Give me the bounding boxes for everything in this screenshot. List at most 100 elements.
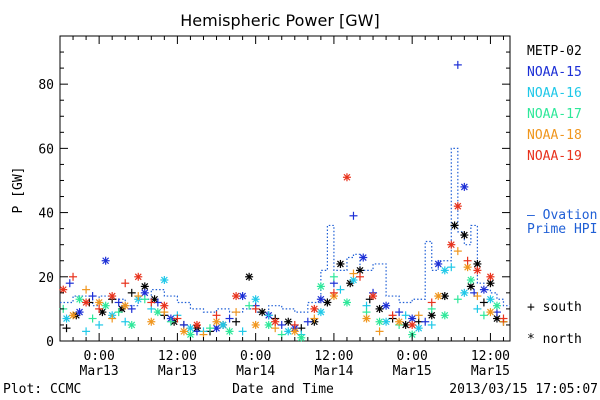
x-tick-label-time: 12:00 bbox=[158, 349, 197, 364]
data-point-north bbox=[251, 320, 260, 329]
data-point-north bbox=[486, 272, 495, 281]
data-point-north bbox=[486, 308, 495, 317]
ovation-legend-line2: Prime HPI bbox=[527, 222, 597, 237]
data-point-north bbox=[160, 276, 169, 284]
data-point-south bbox=[114, 308, 123, 317]
data-point-south bbox=[395, 308, 404, 317]
data-point-north bbox=[460, 288, 469, 297]
data-point-north bbox=[316, 308, 325, 317]
data-point-north bbox=[160, 301, 169, 310]
data-point-north bbox=[440, 311, 449, 320]
series-noaa-16 bbox=[62, 263, 495, 339]
data-point-north bbox=[359, 253, 368, 262]
data-point-south bbox=[264, 311, 273, 320]
data-point-north bbox=[434, 259, 443, 268]
data-point-south bbox=[62, 324, 71, 333]
x-tick-label-date: Mar13 bbox=[80, 364, 119, 379]
y-axis-label: P [GW] bbox=[11, 167, 26, 214]
data-point-south bbox=[134, 292, 143, 301]
ovation-hpi-path bbox=[60, 147, 510, 313]
data-point-south bbox=[173, 314, 182, 323]
legend-entry: NOAA-19 bbox=[527, 149, 582, 164]
y-tick-label: 60 bbox=[38, 142, 54, 157]
x-axis-label: Date and Time bbox=[232, 382, 334, 397]
data-point-south bbox=[225, 314, 234, 323]
data-point-north bbox=[219, 320, 228, 329]
data-point-north bbox=[492, 301, 501, 310]
data-point-north bbox=[310, 304, 319, 313]
data-point-north bbox=[460, 182, 469, 191]
data-point-south bbox=[427, 298, 436, 307]
data-point-north bbox=[453, 202, 462, 211]
data-point-south bbox=[499, 314, 508, 323]
y-tick-label: 20 bbox=[38, 271, 54, 286]
data-point-south bbox=[310, 314, 319, 323]
data-point-south bbox=[473, 292, 482, 301]
data-point-north bbox=[342, 173, 351, 182]
data-point-south bbox=[69, 272, 78, 281]
data-point-north bbox=[486, 295, 495, 304]
data-point-north bbox=[245, 272, 254, 281]
data-point-north bbox=[258, 308, 267, 317]
ovation-prime-hpi-line bbox=[60, 147, 510, 313]
data-point-north bbox=[323, 298, 332, 307]
x-axis: 0:00Mar1312:00Mar130:00Mar1412:00Mar140:… bbox=[59, 36, 510, 379]
data-point-south bbox=[82, 285, 91, 294]
data-point-south bbox=[147, 298, 156, 307]
data-point-north bbox=[127, 320, 136, 329]
data-point-north bbox=[225, 327, 234, 336]
data-point-north bbox=[62, 314, 71, 323]
data-point-south bbox=[95, 320, 104, 329]
data-point-north bbox=[264, 320, 273, 329]
data-point-south bbox=[414, 311, 423, 320]
chart-title: Hemispheric Power [GW] bbox=[180, 11, 379, 30]
data-point-south bbox=[479, 298, 488, 307]
footer-plot-credit: Plot: CCMC bbox=[3, 382, 81, 397]
data-point-north bbox=[284, 317, 293, 326]
data-point-south bbox=[108, 314, 117, 323]
data-point-north bbox=[101, 256, 110, 265]
data-point-south bbox=[329, 288, 338, 297]
marker-legend-north: * north bbox=[527, 332, 582, 347]
series-metp-02 bbox=[62, 221, 508, 336]
data-point-south bbox=[95, 304, 104, 313]
data-point-south bbox=[166, 317, 175, 326]
data-point-south bbox=[453, 247, 462, 256]
data-point-south bbox=[88, 314, 97, 323]
data-point-south bbox=[473, 304, 482, 313]
data-point-north bbox=[440, 266, 449, 275]
data-point-south bbox=[401, 311, 410, 320]
data-point-north bbox=[232, 292, 241, 301]
legend: METP-02 NOAA-15 NOAA-16 NOAA-17 NOAA-18 NOAA-… bbox=[527, 44, 582, 164]
x-tick-label-date: Mar13 bbox=[158, 364, 197, 379]
y-axis: 0 20 40 60 80 bbox=[38, 35, 510, 350]
y-tick-label: 0 bbox=[46, 335, 54, 350]
data-point-south bbox=[212, 311, 221, 320]
plot-border bbox=[59, 35, 511, 342]
data-point-north bbox=[342, 298, 351, 307]
data-point-south bbox=[479, 311, 488, 320]
data-point-south bbox=[127, 288, 136, 297]
data-point-south bbox=[336, 285, 345, 294]
data-point-south bbox=[349, 211, 358, 220]
data-point-south bbox=[114, 298, 123, 307]
data-point-north bbox=[434, 292, 443, 301]
legend-entry: METP-02 bbox=[527, 44, 582, 59]
data-point-south bbox=[232, 317, 241, 326]
data-point-north bbox=[382, 317, 391, 326]
legend-entry: NOAA-17 bbox=[527, 107, 582, 122]
data-point-north bbox=[362, 314, 371, 323]
data-points bbox=[59, 60, 508, 342]
data-point-north bbox=[395, 317, 404, 326]
series-noaa-19 bbox=[59, 173, 508, 329]
data-point-south bbox=[238, 327, 247, 336]
data-point-north bbox=[82, 298, 91, 307]
data-point-south bbox=[427, 320, 436, 329]
data-point-south bbox=[121, 279, 130, 288]
legend-entry: NOAA-18 bbox=[527, 128, 582, 143]
data-point-south bbox=[251, 304, 260, 313]
data-point-south bbox=[375, 327, 384, 336]
data-point-north bbox=[271, 317, 280, 326]
data-point-north bbox=[316, 282, 325, 291]
